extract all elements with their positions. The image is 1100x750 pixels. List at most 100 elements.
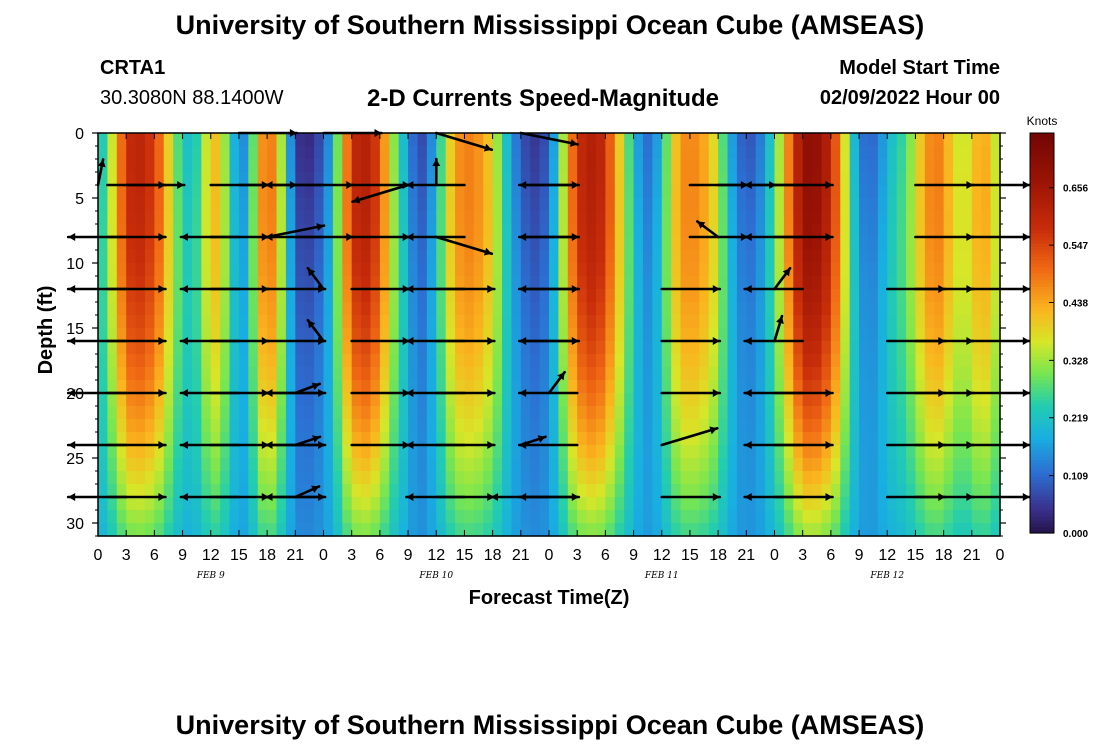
heatmap-cell [652,445,663,459]
heatmap-cell [191,458,202,472]
heatmap-cell [943,523,954,537]
heatmap-cell [614,484,625,498]
heatmap-cell [229,198,240,212]
heatmap-cell [511,289,522,303]
heatmap-cell [417,289,428,303]
heatmap-cell [671,432,682,446]
heatmap-cell [135,211,146,225]
heatmap-cell [98,432,108,446]
heatmap-cell [530,237,541,251]
heatmap-cell [389,315,400,329]
heatmap-cell [314,497,325,511]
heatmap-cell [605,419,616,433]
x-tick-label: 9 [855,547,864,564]
heatmap-cell [285,406,296,420]
heatmap-cell [539,445,550,459]
heatmap-cell [812,484,823,498]
heatmap-cell [906,328,917,342]
current-vector [517,181,579,189]
heatmap-cell [304,198,315,212]
heatmap-cell [267,419,278,433]
heatmap-cell [116,484,127,498]
heatmap-cell [426,510,437,524]
heatmap-cell [492,341,503,355]
station-coords: 30.3080N 88.1400W [100,87,284,109]
heatmap-cell [408,328,419,342]
heatmap-cell [802,510,813,524]
heatmap-cell [483,185,494,199]
heatmap-cell [661,497,672,511]
heatmap-cell [342,393,353,407]
heatmap-cell [680,484,691,498]
heatmap-cell [116,419,127,433]
heatmap-cell [408,393,419,407]
colorbar-segment [1030,259,1054,264]
heatmap-cell [210,497,221,511]
heatmap-cell [689,211,700,225]
heatmap-cell [765,289,776,303]
heatmap-cell [642,159,653,173]
colorbar-segment [1030,203,1054,207]
heatmap-cell [802,185,813,199]
heatmap-cell [257,237,268,251]
heatmap-cell [238,497,249,511]
heatmap-cell [455,211,466,225]
heatmap-cell [642,471,653,485]
heatmap-cell [793,250,804,264]
heatmap-cell [549,276,559,290]
heatmap-cell [812,419,823,433]
heatmap-cell [953,159,964,173]
current-vector [179,441,241,449]
heatmap-cell [671,289,682,303]
heatmap-cell [520,484,531,498]
heatmap-cell [652,263,663,277]
heatmap-cell [868,185,879,199]
heatmap-cell [802,406,813,420]
heatmap-cell [285,354,296,368]
heatmap-cell [173,315,184,329]
heatmap-cell [549,185,559,199]
heatmap-cell [295,471,306,485]
heatmap-cell [887,224,898,238]
heatmap-cell [736,185,747,199]
heatmap-cell [126,224,137,238]
heatmap-cell [783,497,794,511]
heatmap-cell [285,302,296,316]
heatmap-cell [126,146,137,160]
heatmap-cell [436,250,447,264]
heatmap-cell [361,315,372,329]
heatmap-cell [257,341,268,355]
heatmap-cell [577,497,588,511]
heatmap-cell [652,289,663,303]
heatmap-cell [586,315,597,329]
heatmap-cell [144,276,155,290]
heatmap-cell [483,510,494,524]
colorbar-segment [1030,493,1054,497]
heatmap-cell [238,328,249,342]
heatmap-cell [821,406,832,420]
heatmap-cell [464,484,475,498]
heatmap-cell [708,458,719,472]
heatmap-cell [342,367,353,381]
heatmap-cell [567,354,578,368]
heatmap-cell [173,146,184,160]
x-axis: 0 3 6 9 12 15 18 21 0 3 6 9 12 15 18 21 0 3 6 9 12 15 18 21 0 3 6 9… [94,133,1005,581]
heatmap-cell [332,510,343,524]
heatmap-cell [990,159,1001,173]
heatmap-cell [680,198,691,212]
heatmap-cell [661,393,672,407]
heatmap-cell [267,159,278,173]
heatmap-cell [370,185,381,199]
heatmap-cell [699,380,710,394]
current-vector [294,435,322,447]
heatmap-cell [248,302,259,316]
heatmap-cell [511,484,522,498]
heatmap-cell [126,250,137,264]
heatmap-cell [473,367,484,381]
x-tick-label: 3 [347,547,356,564]
heatmap-cell [135,523,146,537]
heatmap-cell [624,432,635,446]
heatmap-cell [116,354,127,368]
heatmap-cell [586,458,597,472]
heatmap-cell [539,263,550,277]
